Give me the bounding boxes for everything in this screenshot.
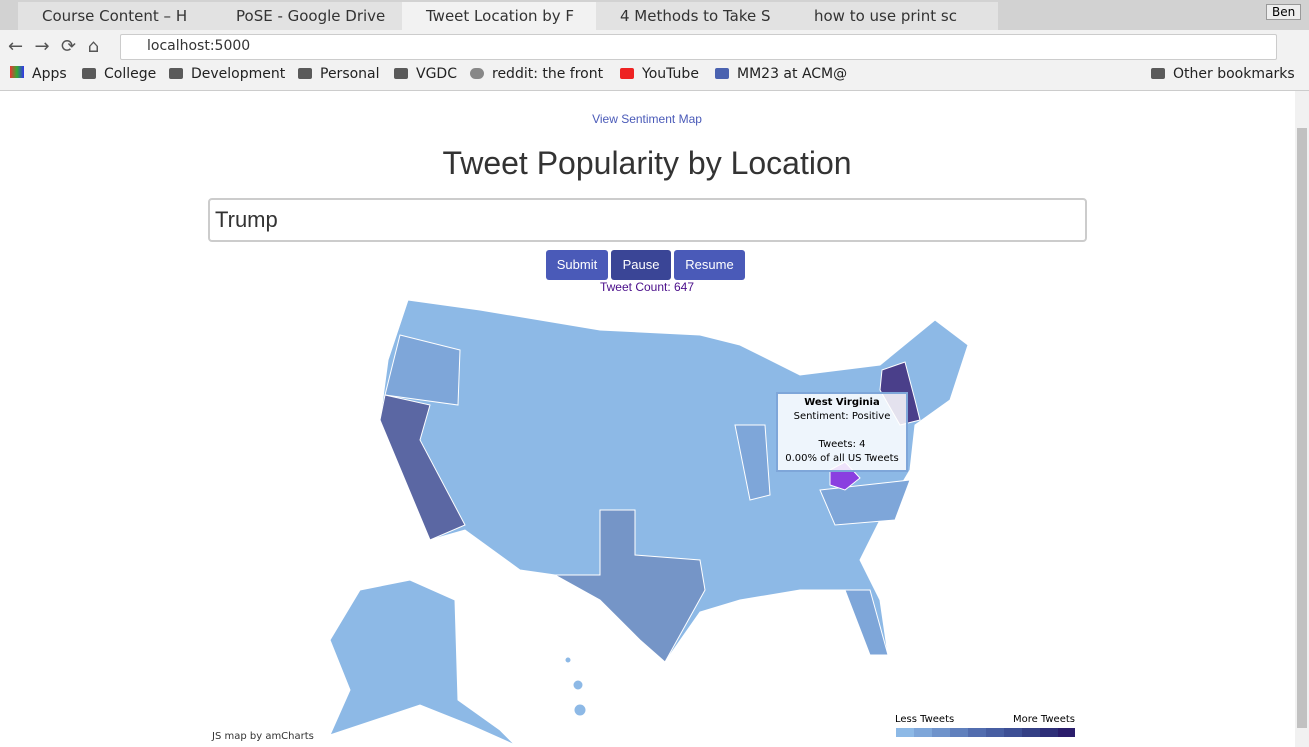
state[interactable] [734, 424, 771, 501]
tooltip: West Virginia Sentiment: Positive Tweets… [776, 392, 908, 472]
legend-high: More Tweets [1012, 714, 1075, 725]
state[interactable] [384, 334, 461, 406]
tab-title: 4 Methods to Take S [620, 7, 771, 25]
profile[interactable]: Ben [1266, 4, 1302, 20]
bookmark[interactable]: reddit: the front [470, 66, 603, 82]
tweet-count: Tweet Count: 647 [599, 280, 695, 294]
tab-title: Course Content – H [42, 7, 188, 25]
bookmark-label: VGDC [416, 66, 457, 82]
bookmark-label: reddit: the front [492, 66, 604, 82]
tab[interactable]: PoSE - Google Drive [212, 2, 418, 30]
state[interactable] [844, 589, 889, 656]
bookmark[interactable]: MM23 at ACM@ [715, 66, 847, 82]
search-input[interactable]: Trump [208, 198, 1087, 242]
state[interactable] [379, 394, 466, 541]
bookmark-label: Other bookmarks [1173, 66, 1295, 82]
tab-title: PoSE - Google Drive [236, 7, 386, 25]
url: localhost:5000 [147, 38, 251, 54]
state[interactable] [329, 579, 516, 746]
bookmark[interactable]: Apps [10, 66, 67, 82]
bookmark-label: MM23 at ACM@ [737, 66, 848, 82]
state[interactable] [553, 509, 706, 663]
submit-button[interactable]: Submit [546, 250, 608, 280]
bookmark-label: Personal [320, 66, 380, 82]
pause-button[interactable]: Pause [611, 250, 671, 280]
bookmark[interactable]: Development [169, 66, 285, 82]
bookmark[interactable]: Personal [298, 66, 380, 82]
tooltip-line: Tweets: 4 [818, 439, 866, 450]
bookmark-label: Development [191, 66, 286, 82]
state[interactable] [819, 479, 911, 526]
bookmark[interactable]: YouTube [620, 66, 699, 82]
legend-scale [896, 728, 1075, 737]
nav-buttons[interactable]: ← → ⟳ ⌂ [8, 36, 100, 57]
bookmark[interactable]: College [82, 66, 156, 82]
tab-active[interactable]: Tweet Location by F [402, 2, 612, 30]
resume-button[interactable]: Resume [674, 250, 745, 280]
bookmark[interactable]: Other bookmarks [1151, 66, 1295, 82]
page-title: Tweet Popularity by Location [442, 145, 852, 181]
tab[interactable]: Course Content – H [18, 2, 228, 30]
bookmark-label: YouTube [642, 66, 699, 82]
credit[interactable]: JS map by amCharts [212, 731, 314, 742]
bookmark[interactable]: VGDC [394, 66, 457, 82]
tooltip-line: 0.00% of all US Tweets [785, 453, 899, 464]
tooltip-line: Sentiment: Positive [793, 411, 891, 422]
tooltip-title: West Virginia [804, 397, 880, 408]
scrollbar[interactable] [1295, 91, 1309, 747]
bookmark-label: College [104, 66, 157, 82]
bookmark-label: Apps [32, 66, 67, 82]
tab[interactable]: 4 Methods to Take S [596, 2, 806, 30]
tab-title: Tweet Location by F [426, 7, 575, 25]
sentiment-link[interactable]: View Sentiment Map [592, 112, 702, 126]
tab[interactable]: how to use print sc [790, 2, 998, 30]
address-bar[interactable] [120, 34, 1277, 60]
tab-title: how to use print sc [814, 7, 957, 25]
legend-low: Less Tweets [895, 714, 955, 725]
